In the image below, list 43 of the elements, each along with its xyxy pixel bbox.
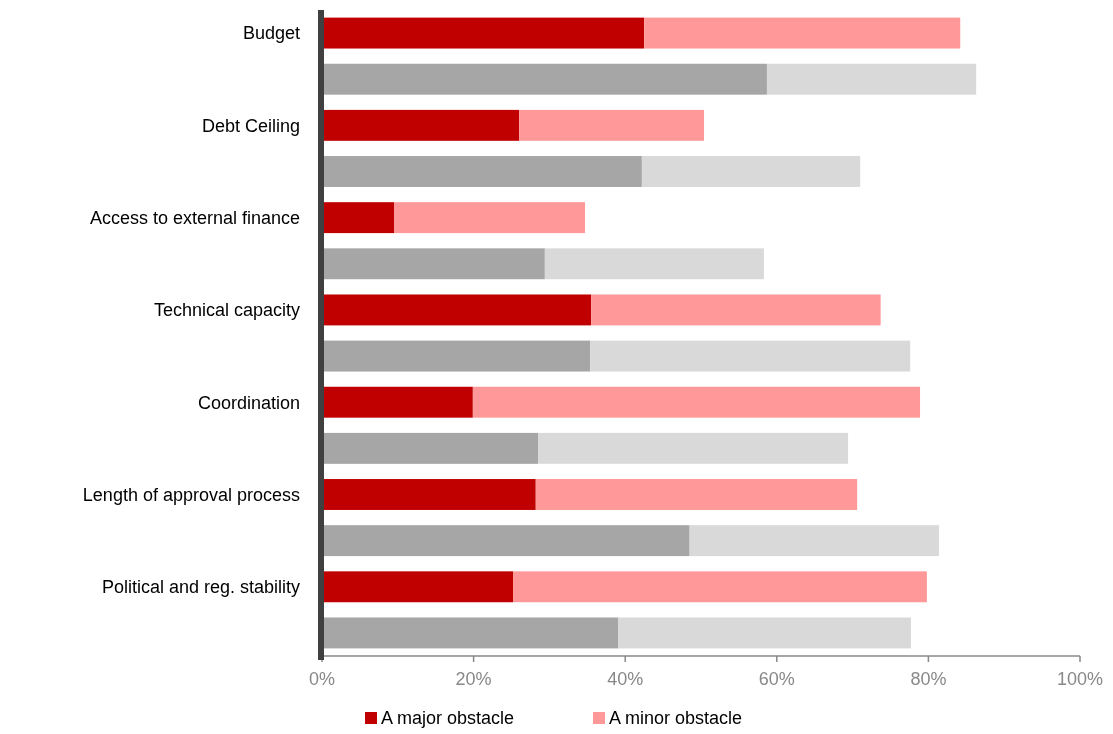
bar	[322, 617, 619, 649]
bar	[322, 248, 545, 280]
bar	[519, 109, 705, 141]
bar	[513, 571, 927, 603]
bar	[591, 294, 881, 326]
bar	[618, 617, 911, 649]
bar	[322, 156, 642, 187]
y-tick-label: Debt Ceiling	[201, 115, 300, 136]
bar	[472, 386, 921, 418]
x-tick-label: 20%	[455, 669, 492, 689]
bar	[544, 248, 764, 280]
bar	[641, 156, 861, 187]
x-tick-label: 60%	[758, 669, 795, 689]
y-tick-label: Political and reg. stability	[101, 577, 300, 598]
bar	[322, 525, 690, 557]
x-tick-label: 100%	[1056, 669, 1104, 689]
bar	[322, 63, 767, 95]
y-tick-label: Technical capacity	[153, 300, 300, 321]
bar	[322, 202, 395, 234]
bar	[322, 479, 536, 510]
y-tick-label: Budget	[242, 23, 300, 44]
bar	[644, 17, 961, 49]
bar	[322, 109, 520, 141]
bar	[322, 386, 473, 418]
bar	[590, 340, 911, 372]
x-tick-label: 80%	[910, 669, 947, 689]
bar	[394, 202, 586, 234]
bar	[322, 340, 591, 372]
legend-label: A minor obstacle	[609, 708, 743, 728]
bar	[538, 432, 849, 464]
y-tick-label: Coordination	[197, 392, 300, 413]
y-tick-label: Length of approval process	[82, 484, 300, 505]
bar	[322, 294, 592, 326]
x-tick-label: 0%	[308, 669, 336, 689]
x-tick-label: 40%	[607, 669, 644, 689]
bar	[322, 571, 514, 603]
bar	[535, 479, 858, 510]
bar	[322, 17, 645, 49]
y-tick-label: Access to external finance	[89, 207, 300, 228]
bar	[766, 63, 977, 95]
bar	[322, 432, 539, 464]
bar	[689, 525, 940, 557]
legend-label: A major obstacle	[381, 708, 515, 728]
